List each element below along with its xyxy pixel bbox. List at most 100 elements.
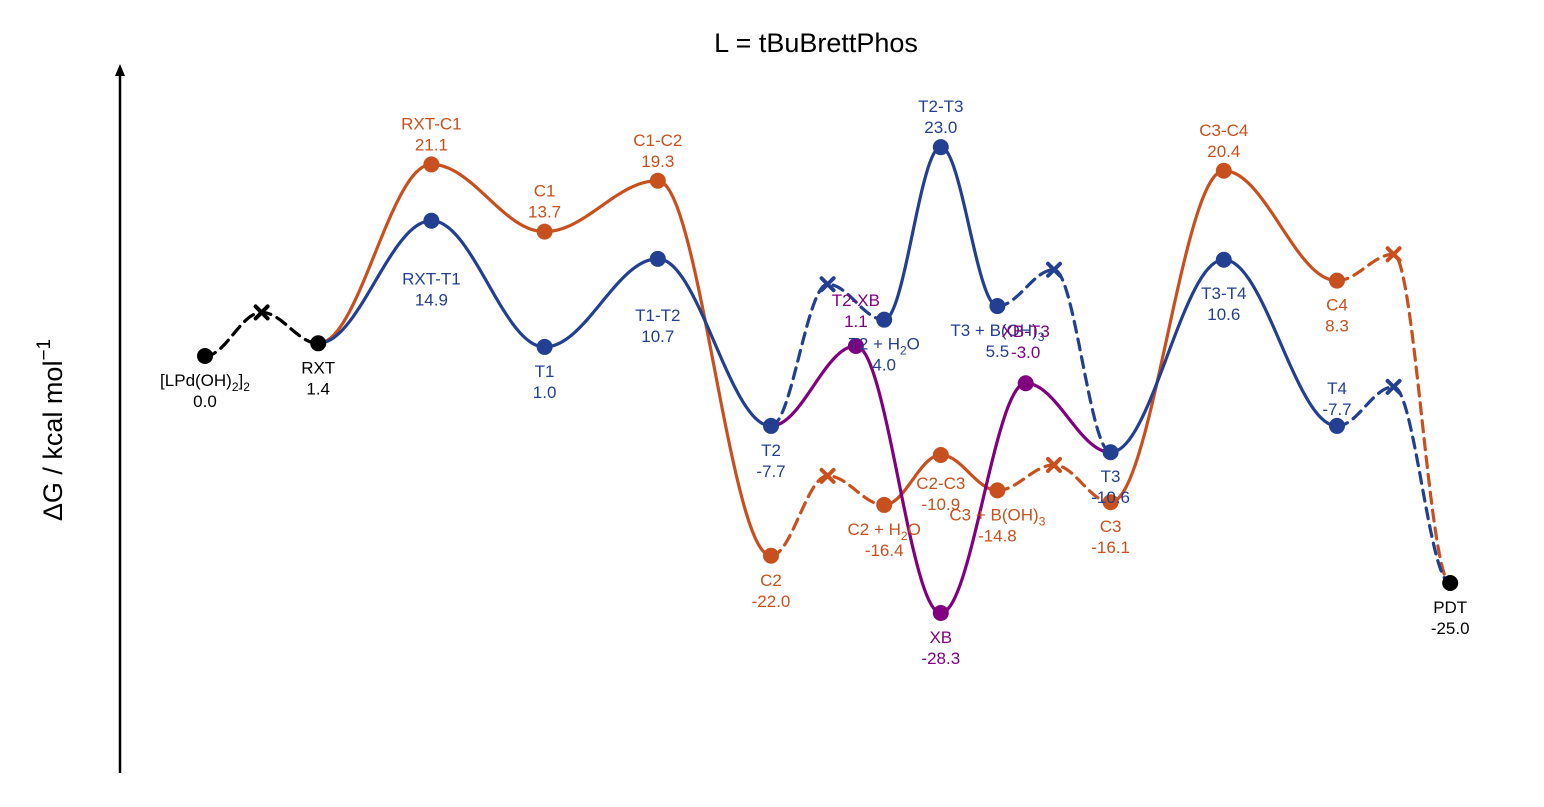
label-t4: T4 -7.7 bbox=[1322, 379, 1351, 419]
cross-x_c2 bbox=[819, 467, 836, 484]
state-labels: [LPd(OH)2]20.0RXT1.4RXT-C121.1C113.7C1-C… bbox=[160, 97, 1470, 668]
state-energy: -28.3 bbox=[921, 649, 960, 668]
label-xb: XB -28.3 bbox=[921, 628, 960, 668]
cross-x_pre bbox=[253, 304, 270, 321]
state-energy: 21.1 bbox=[415, 135, 448, 154]
label-rxt_t1: RXT-T1 14.9 bbox=[402, 270, 461, 310]
label-c3_c4: C3-C4 20.4 bbox=[1199, 121, 1248, 161]
state-name-tail: ] bbox=[239, 371, 244, 390]
point-c3 bbox=[1102, 494, 1119, 511]
point-t2_xb bbox=[847, 338, 864, 355]
state-name: XB-T3 bbox=[1002, 322, 1050, 341]
cross-x_c3 bbox=[1046, 456, 1062, 473]
state-energy: -3.0 bbox=[1011, 343, 1040, 362]
chart-title: L = tBuBrettPhos bbox=[714, 28, 918, 58]
state-energy: -10.6 bbox=[1091, 488, 1130, 507]
point-c3_c4 bbox=[1215, 162, 1232, 179]
point-xb_t3 bbox=[1017, 375, 1034, 392]
state-name-sub: 2 bbox=[900, 344, 907, 358]
state-name: C1-C2 bbox=[633, 131, 682, 150]
y-axis-label-text: ΔG / kcal mol bbox=[38, 361, 68, 522]
point-t3_t4 bbox=[1215, 251, 1232, 268]
cross-x_t4 bbox=[1385, 378, 1402, 395]
state-energy: 19.3 bbox=[641, 152, 674, 171]
state-name: C1 bbox=[534, 182, 556, 201]
state-name: T3-T4 bbox=[1201, 284, 1246, 303]
state-name-text: XB-T3 bbox=[1002, 322, 1050, 341]
state-name-text: RXT-C1 bbox=[401, 114, 461, 133]
state-name-text: C4 bbox=[1326, 296, 1348, 315]
state-name-tail: O bbox=[907, 335, 920, 354]
state-energy: 10.6 bbox=[1207, 305, 1240, 324]
state-name: T4 bbox=[1327, 379, 1347, 398]
label-t3: T3 -10.6 bbox=[1091, 467, 1130, 507]
state-name: T2 + H2O bbox=[848, 335, 919, 358]
state-energy: 14.9 bbox=[415, 291, 448, 310]
state-name-text: C3 + B(OH) bbox=[949, 505, 1038, 524]
state-name-text: C2-C3 bbox=[916, 474, 965, 493]
state-energy: 4.0 bbox=[872, 356, 896, 375]
state-name-text: T1 bbox=[535, 362, 555, 381]
point-c2_c3 bbox=[932, 446, 949, 463]
point-rxt_t1 bbox=[423, 212, 440, 229]
state-name: PDT bbox=[1433, 598, 1467, 617]
point-c1_c2 bbox=[649, 172, 666, 189]
state-name-text: C1-C2 bbox=[633, 131, 682, 150]
state-name-text: RXT bbox=[301, 358, 335, 377]
state-name-text: T4 bbox=[1327, 379, 1347, 398]
label-pdt: PDT -25.0 bbox=[1431, 598, 1470, 638]
state-energy: -10.9 bbox=[921, 495, 960, 514]
energy-curves bbox=[203, 145, 1452, 615]
point-xb bbox=[932, 604, 949, 621]
label-rxt_c1: RXT-C1 21.1 bbox=[401, 114, 461, 154]
state-name-sub: 3 bbox=[1038, 330, 1045, 344]
state-name: RXT-T1 bbox=[402, 270, 461, 289]
state-name-sub: 2 bbox=[901, 529, 908, 543]
y-axis-label: ΔG / kcal mol−1 bbox=[34, 339, 68, 521]
svg-text:ΔG / kcal mol−1: ΔG / kcal mol−1 bbox=[34, 339, 68, 521]
state-energy: -22.0 bbox=[752, 592, 791, 611]
state-energy: -16.4 bbox=[865, 541, 904, 560]
state-name-tail: O bbox=[908, 520, 921, 539]
cross-x_c4 bbox=[1385, 246, 1402, 263]
y-axis-label-exponent: −1 bbox=[34, 339, 55, 361]
state-energy: -7.7 bbox=[756, 462, 785, 481]
point-lpd bbox=[197, 348, 213, 364]
state-energy: -16.1 bbox=[1091, 538, 1130, 557]
label-c3: C3 -16.1 bbox=[1091, 517, 1130, 557]
curve-common-lpd-rxt bbox=[203, 310, 320, 358]
point-t2 bbox=[763, 417, 779, 434]
state-name: RXT-C1 bbox=[401, 114, 461, 133]
point-c2h2o bbox=[876, 496, 893, 513]
state-name: RXT bbox=[301, 358, 335, 377]
point-t3 bbox=[1102, 444, 1119, 461]
curve-C-c3-c4 bbox=[1109, 169, 1339, 504]
state-name: T2 bbox=[761, 441, 781, 460]
state-name-text: T1-T2 bbox=[635, 306, 680, 325]
state-name-text: T2-XB bbox=[832, 291, 880, 310]
state-name: T1-T2 bbox=[635, 306, 680, 325]
state-name-text: T2 + H bbox=[848, 335, 900, 354]
state-energy: 5.5 bbox=[986, 342, 1010, 361]
label-c1: C1 13.7 bbox=[528, 182, 561, 222]
state-energy: 1.4 bbox=[306, 379, 330, 398]
label-c3boh: C3 + B(OH)3-14.8 bbox=[949, 505, 1045, 545]
state-energy: 1.1 bbox=[844, 312, 868, 331]
curve-T-t2h2o-t3boh bbox=[882, 145, 999, 322]
point-rxt bbox=[310, 335, 327, 352]
state-name: C2 bbox=[760, 571, 782, 590]
point-t1 bbox=[536, 338, 553, 355]
label-c4: C48.3 bbox=[1325, 296, 1349, 336]
state-name-text: T2-T3 bbox=[918, 97, 963, 116]
label-c2: C2 -22.0 bbox=[752, 571, 791, 611]
label-t1_t2: T1-T2 10.7 bbox=[635, 306, 680, 346]
label-c2_c3: C2-C3 -10.9 bbox=[916, 474, 965, 514]
state-name-text: C1 bbox=[534, 182, 556, 201]
state-energy: 23.0 bbox=[924, 118, 957, 137]
state-name: C3-C4 bbox=[1199, 121, 1248, 140]
state-name: T3 + B(OH)3 bbox=[950, 321, 1044, 344]
label-t1: T11.0 bbox=[533, 362, 557, 402]
point-c2 bbox=[763, 547, 779, 564]
state-name-text: [LPd(OH) bbox=[160, 371, 232, 390]
